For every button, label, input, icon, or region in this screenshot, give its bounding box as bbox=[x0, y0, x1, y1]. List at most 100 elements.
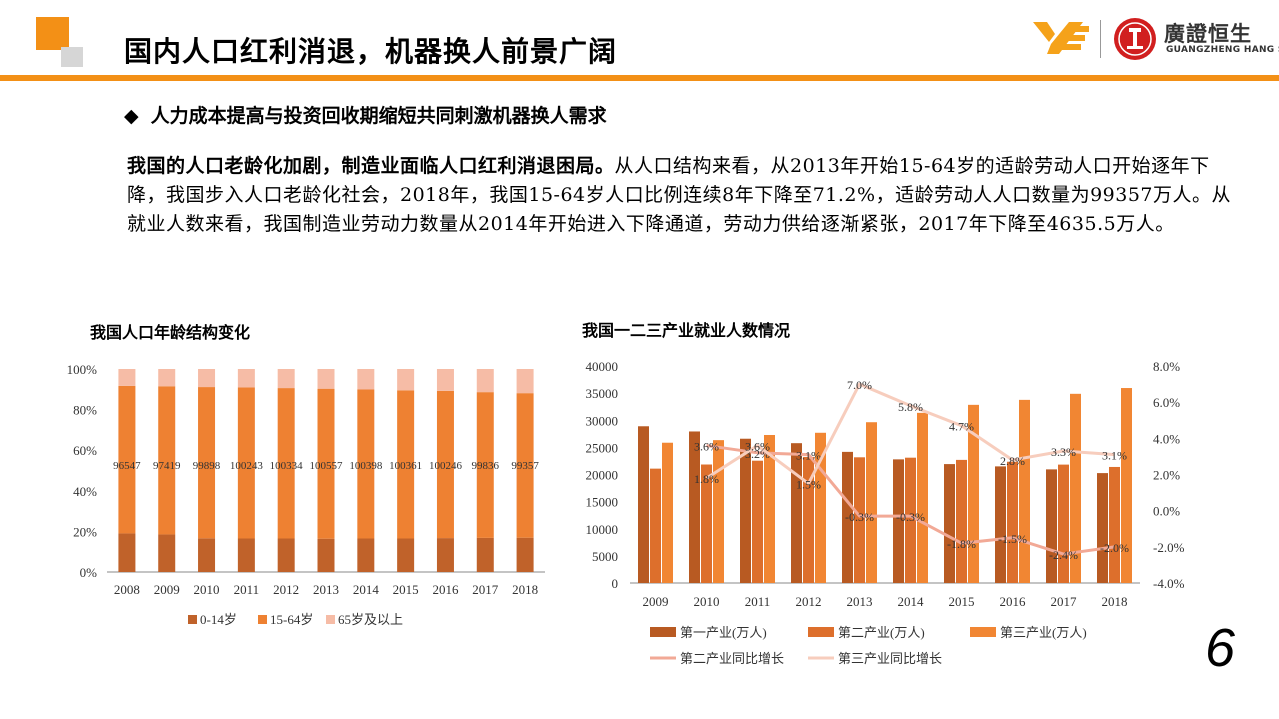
legend-label: 65岁及以上 bbox=[338, 612, 403, 627]
bar-segment bbox=[357, 369, 375, 390]
bar-segment bbox=[237, 369, 255, 388]
growth-data-label: 7.0% bbox=[847, 378, 872, 392]
x-tick-label: 2009 bbox=[154, 582, 180, 597]
x-tick-label: 2013 bbox=[313, 582, 339, 597]
bar-segment bbox=[516, 369, 534, 394]
slide-title: 国内人口红利消退，机器换人前景广阔 bbox=[124, 35, 618, 68]
data-label: 100334 bbox=[270, 460, 304, 472]
data-label: 97419 bbox=[153, 460, 181, 472]
left-y-tick-label: 40000 bbox=[586, 359, 619, 374]
legend-label: 第三产业(万人) bbox=[1000, 625, 1087, 640]
growth-data-label: 3.1% bbox=[1102, 449, 1127, 463]
employment-bar bbox=[917, 412, 928, 583]
bar-segment bbox=[118, 369, 136, 386]
growth-data-label: 2.8% bbox=[1000, 454, 1025, 468]
employment-bar bbox=[1058, 464, 1069, 583]
legend-swatch bbox=[808, 627, 834, 637]
employment-bar bbox=[638, 426, 649, 583]
legend-label: 0-14岁 bbox=[200, 612, 237, 627]
bar-segment bbox=[317, 369, 335, 389]
company-seal-icon bbox=[1114, 18, 1156, 60]
employment-bar bbox=[944, 464, 955, 583]
legend-swatch bbox=[650, 627, 676, 637]
growth-data-label: 3.6% bbox=[745, 440, 770, 454]
x-tick-label: 2013 bbox=[847, 594, 873, 609]
employment-bar bbox=[905, 457, 916, 583]
bar-segment bbox=[436, 538, 454, 572]
y-tick-label: 100% bbox=[67, 362, 98, 377]
employment-bar bbox=[662, 442, 673, 583]
right-y-tick-label: -4.0% bbox=[1153, 576, 1185, 591]
legend-label: 第二产业(万人) bbox=[838, 625, 925, 640]
x-tick-label: 2017 bbox=[472, 582, 499, 597]
employment-bar bbox=[1019, 399, 1030, 583]
growth-data-label: -0.3% bbox=[845, 510, 874, 524]
x-tick-label: 2014 bbox=[898, 594, 925, 609]
employment-bar bbox=[815, 432, 826, 583]
left-y-tick-label: 15000 bbox=[586, 495, 619, 510]
x-tick-label: 2016 bbox=[1000, 594, 1027, 609]
data-label: 99836 bbox=[472, 460, 500, 472]
right-y-tick-label: 2.0% bbox=[1153, 468, 1180, 483]
x-tick-label: 2008 bbox=[114, 582, 140, 597]
x-tick-label: 2017 bbox=[1051, 594, 1078, 609]
employment-bar bbox=[1070, 393, 1081, 583]
bar-segment bbox=[237, 538, 255, 572]
legend-swatch bbox=[258, 615, 267, 624]
left-y-tick-label: 30000 bbox=[586, 413, 619, 428]
y-tick-label: 20% bbox=[73, 524, 97, 539]
left-y-tick-label: 20000 bbox=[586, 468, 619, 483]
bar-segment bbox=[158, 386, 176, 535]
employment-bar bbox=[713, 440, 724, 583]
x-tick-label: 2012 bbox=[796, 594, 822, 609]
data-label: 100243 bbox=[230, 460, 264, 472]
diamond-bullet-icon: ◆ bbox=[124, 105, 139, 127]
growth-data-label: 3.3% bbox=[1051, 445, 1076, 459]
data-label: 99898 bbox=[193, 460, 221, 472]
right-y-tick-label: 6.0% bbox=[1153, 395, 1180, 410]
growth-data-label: -0.3% bbox=[896, 510, 925, 524]
employment-bar bbox=[956, 459, 967, 583]
employment-bar bbox=[1046, 469, 1057, 583]
growth-data-label: -1.5% bbox=[998, 532, 1027, 546]
growth-data-label: -2.4% bbox=[1049, 548, 1078, 562]
employment-bar bbox=[854, 457, 865, 583]
x-tick-label: 2012 bbox=[273, 582, 299, 597]
bar-segment bbox=[277, 369, 295, 389]
bar-segment bbox=[357, 389, 375, 539]
bar-segment bbox=[237, 387, 255, 539]
data-label: 100361 bbox=[389, 460, 422, 472]
subheading-text: 人力成本提高与投资回收期缩短共同刺激机器换人需求 bbox=[150, 105, 607, 127]
x-tick-label: 2016 bbox=[432, 582, 459, 597]
growth-data-label: 5.8% bbox=[898, 400, 923, 414]
data-label: 100246 bbox=[429, 460, 463, 472]
bar-segment bbox=[198, 387, 216, 539]
x-tick-label: 2018 bbox=[1102, 594, 1128, 609]
bar-segment bbox=[317, 388, 335, 539]
bar-segment bbox=[476, 369, 494, 393]
employment-bar bbox=[866, 422, 877, 583]
employment-bar bbox=[842, 451, 853, 583]
left-y-tick-label: 10000 bbox=[586, 522, 619, 537]
data-label: 96547 bbox=[113, 460, 141, 472]
legend-swatch bbox=[326, 615, 335, 624]
bar-segment bbox=[277, 538, 295, 572]
bar-segment bbox=[158, 369, 176, 387]
bar-segment bbox=[198, 369, 216, 388]
employment-bar bbox=[740, 438, 751, 583]
employment-chart: 0 5000 10000 15000 20000 25000 30000 35000 40000… bbox=[586, 359, 1185, 666]
employment-bar bbox=[764, 434, 775, 583]
legend-label: 第三产业同比增长 bbox=[838, 651, 942, 666]
employment-bar bbox=[791, 443, 802, 583]
population-chart-title: 我国人口年龄结构变化 bbox=[90, 323, 251, 342]
x-tick-label: 2010 bbox=[694, 594, 720, 609]
employment-bar bbox=[1007, 461, 1018, 583]
right-y-tick-label: 4.0% bbox=[1153, 431, 1180, 446]
x-tick-label: 2009 bbox=[643, 594, 669, 609]
body-paragraph: 我国的人口老龄化加剧，制造业面临人口红利消退困局。从人口结构来看，从2013年开… bbox=[127, 152, 1247, 239]
employment-bar bbox=[752, 460, 763, 583]
employment-bar bbox=[650, 468, 661, 583]
bar-segment bbox=[397, 390, 415, 539]
bar-segment bbox=[436, 369, 454, 391]
growth-line bbox=[706, 444, 1115, 556]
